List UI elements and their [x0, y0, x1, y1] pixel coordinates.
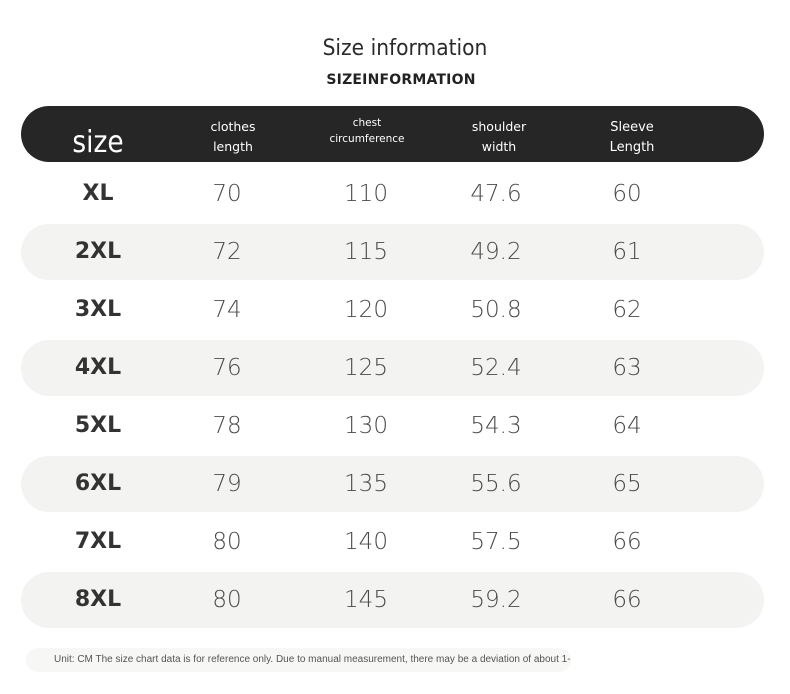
- table-row: XL 70 110 47.6 60: [21, 166, 764, 222]
- header-sleeve: Sleeve Length: [572, 106, 692, 162]
- table-row: 4XL 76 125 52.4 63: [21, 340, 764, 396]
- size-cell: 2XL: [74, 239, 122, 264]
- table-row: 5XL 78 130 54.3 64: [21, 398, 764, 454]
- chest-cell: 125: [344, 355, 388, 381]
- header-clothes-length: clothes length: [173, 106, 293, 162]
- sleeve-cell: 62: [612, 297, 642, 323]
- sleeve-cell: 66: [612, 529, 642, 555]
- chest-cell: 135: [344, 471, 388, 497]
- sleeve-cell: 64: [612, 413, 642, 439]
- length-cell: 74: [212, 297, 242, 323]
- shoulder-cell: 55.6: [470, 471, 522, 497]
- header-size: size: [38, 106, 158, 162]
- size-cell: 5XL: [74, 413, 122, 438]
- length-cell: 78: [212, 413, 242, 439]
- header-shoulder: shoulder width: [439, 106, 559, 162]
- header-sleeve-label: Sleeve Length: [609, 120, 655, 155]
- length-cell: 80: [212, 587, 242, 613]
- shoulder-cell: 47.6: [470, 181, 522, 207]
- chest-cell: 110: [344, 181, 388, 207]
- shoulder-cell: 57.5: [470, 529, 522, 555]
- size-cell: 3XL: [74, 297, 122, 322]
- header-chest-label: chest circumference: [329, 117, 405, 145]
- shoulder-cell: 50.8: [470, 297, 522, 323]
- length-cell: 70: [212, 181, 242, 207]
- sleeve-cell: 60: [612, 181, 642, 207]
- table-row: 6XL 79 135 55.6 65: [21, 456, 764, 512]
- length-cell: 80: [212, 529, 242, 555]
- sleeve-cell: 61: [612, 239, 642, 265]
- table-row: 3XL 74 120 50.8 62: [21, 282, 764, 338]
- chest-cell: 130: [344, 413, 388, 439]
- table-header: size clothes length chest circumference …: [21, 106, 764, 162]
- size-cell: 4XL: [74, 355, 122, 380]
- page-subtitle: SIZEINFORMATION: [326, 72, 476, 88]
- sleeve-cell: 66: [612, 587, 642, 613]
- shoulder-cell: 54.3: [470, 413, 522, 439]
- header-shoulder-label: shoulder width: [471, 119, 527, 154]
- length-cell: 72: [212, 239, 242, 265]
- footnote: Unit: CM The size chart data is for refe…: [26, 648, 571, 672]
- size-cell: 6XL: [74, 471, 122, 496]
- size-cell: 8XL: [74, 587, 122, 612]
- table-row: 2XL 72 115 49.2 61: [21, 224, 764, 280]
- header-chest: chest circumference: [307, 106, 427, 162]
- size-cell: XL: [82, 181, 114, 206]
- shoulder-cell: 52.4: [470, 355, 522, 381]
- shoulder-cell: 49.2: [470, 239, 522, 265]
- chest-cell: 120: [344, 297, 388, 323]
- size-cell: 7XL: [74, 529, 122, 554]
- chest-cell: 115: [344, 239, 388, 265]
- page-title: Size information: [322, 36, 488, 61]
- shoulder-cell: 59.2: [470, 587, 522, 613]
- sleeve-cell: 65: [612, 471, 642, 497]
- header-clothes-length-label: clothes length: [210, 119, 256, 154]
- header-size-label: size: [72, 124, 124, 160]
- length-cell: 76: [212, 355, 242, 381]
- chest-cell: 140: [344, 529, 388, 555]
- table-row: 7XL 80 140 57.5 66: [21, 514, 764, 570]
- table-row: 8XL 80 145 59.2 66: [21, 572, 764, 628]
- sleeve-cell: 63: [612, 355, 642, 381]
- length-cell: 79: [212, 471, 242, 497]
- chest-cell: 145: [344, 587, 388, 613]
